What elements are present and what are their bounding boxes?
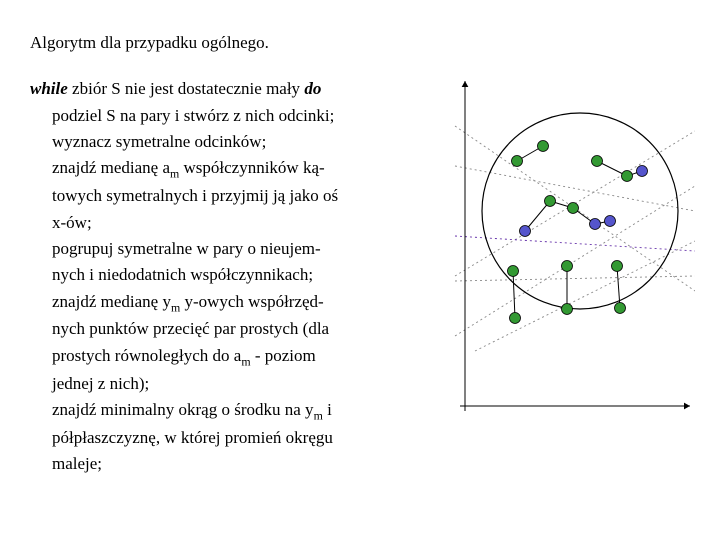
alg-line: nych i niedodatnich współczynnikach; — [52, 262, 425, 288]
alg-text: y-owych współrzęd- — [180, 292, 324, 311]
alg-line: prostych równoległych do am - poziom — [52, 343, 425, 371]
page-title: Algorytm dla przypadku ogólnego. — [30, 30, 690, 56]
alg-sub: m — [241, 354, 250, 368]
figure-svg — [445, 76, 695, 426]
alg-sub: m — [171, 300, 180, 314]
while-keyword: while — [30, 79, 68, 98]
alg-text: znajdź medianę a — [52, 158, 170, 177]
alg-text: prostych równoległych do a — [52, 346, 241, 365]
while-cond: zbiór S nie jest dostatecznie mały — [68, 79, 305, 98]
alg-sub: m — [170, 167, 179, 181]
alg-line: podziel S na pary i stwórz z nich odcink… — [52, 103, 425, 129]
alg-text: i — [323, 400, 332, 419]
alg-text: znajdź medianę y — [52, 292, 171, 311]
alg-line: nych punktów przecięć par prostych (dla — [52, 316, 425, 342]
alg-line: jednej z nich); — [52, 371, 425, 397]
content-row: while zbiór S nie jest dostatecznie mały… — [30, 76, 690, 477]
alg-line: znajdź medianę ym y-owych współrzęd- — [52, 289, 425, 317]
alg-line: wyznacz symetralne odcinków; — [52, 129, 425, 155]
alg-line: maleje; — [52, 451, 425, 477]
alg-text: - poziom — [251, 346, 316, 365]
figure — [445, 76, 695, 426]
algorithm-text: while zbiór S nie jest dostatecznie mały… — [30, 76, 425, 477]
do-keyword: do — [304, 79, 321, 98]
alg-sub: m — [314, 408, 323, 422]
alg-line: x-ów; — [52, 210, 425, 236]
while-line: while zbiór S nie jest dostatecznie mały… — [30, 76, 425, 102]
alg-line: półpłaszczyznę, w której promień okręgu — [52, 425, 425, 451]
alg-text: znajdź minimalny okrąg o środku na y — [52, 400, 314, 419]
alg-line: znajdź minimalny okrąg o środku na ym i — [52, 397, 425, 425]
alg-line: pogrupuj symetralne w pary o nieujem- — [52, 236, 425, 262]
alg-line: towych symetralnych i przyjmij ją jako o… — [52, 183, 425, 209]
algorithm-body: podziel S na pary i stwórz z nich odcink… — [30, 103, 425, 478]
alg-text: współczynników ką- — [179, 158, 324, 177]
alg-line: znajdź medianę am współczynników ką- — [52, 155, 425, 183]
